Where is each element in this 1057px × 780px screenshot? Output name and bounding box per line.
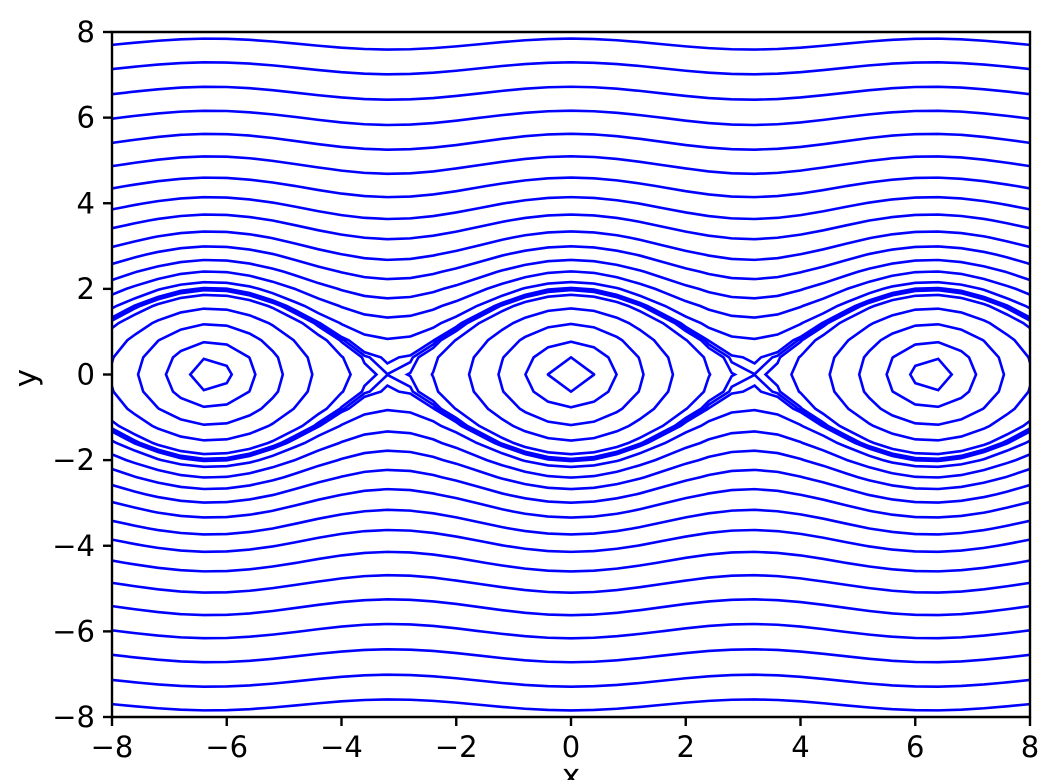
y-axis-ticks: −8 −6 −4 −2 0 2 4 6 8: [52, 15, 112, 734]
x-tick-label: 6: [906, 730, 924, 764]
y-tick-label: 6: [77, 101, 95, 135]
contour-line: [497, 322, 645, 427]
contour-line: [112, 647, 1030, 664]
x-tick-label: 8: [1021, 730, 1039, 764]
y-tick-label: 0: [77, 358, 95, 392]
x-tick-label: −6: [205, 730, 248, 764]
x-axis-ticks: −8 −6 −4 −2 0 2 4 6 8: [91, 717, 1039, 764]
contour-line: [112, 307, 314, 442]
contour-line: [112, 213, 1030, 241]
contour-line: [112, 37, 1030, 51]
contour-line: [112, 155, 1030, 176]
contour-line: [164, 340, 257, 409]
contour-line: [112, 487, 1030, 519]
contour-line: [112, 622, 1030, 640]
contour-line: [112, 85, 1030, 102]
contour-line: [828, 307, 1030, 442]
contour-lines-group: [112, 37, 1030, 712]
contour-line: [112, 383, 1030, 463]
y-tick-label: 8: [77, 15, 95, 49]
y-tick-label: −4: [52, 529, 95, 563]
contour-line: [112, 195, 1030, 221]
contour-line: [112, 468, 1030, 504]
contour-line: [112, 449, 1030, 491]
contour-line: [112, 408, 1030, 469]
contour-line: [112, 280, 1030, 341]
x-tick-label: 2: [677, 730, 695, 764]
x-tick-label: 0: [562, 730, 580, 764]
contour-line: [112, 270, 1030, 319]
contour-line: [112, 508, 1030, 536]
contour-line: [523, 340, 619, 409]
contour-line: [136, 322, 285, 427]
x-tick-label: −2: [435, 730, 478, 764]
contour-line: [112, 230, 1030, 262]
contour-line: [908, 357, 954, 392]
contour-line: [112, 430, 1030, 479]
y-tick-label: 2: [77, 272, 95, 306]
x-axis-label: x: [562, 758, 580, 780]
contour-line: [188, 357, 234, 392]
contour-line: [112, 245, 1030, 281]
contour-line: [857, 322, 1006, 427]
contour-line: [112, 286, 1030, 366]
contour-line: [112, 176, 1030, 199]
x-tick-label: −4: [320, 730, 363, 764]
contour-line: [112, 598, 1030, 617]
contour-line: [112, 528, 1030, 554]
y-tick-label: −6: [52, 614, 95, 648]
contour-line: [112, 573, 1030, 594]
y-tick-label: −8: [52, 700, 95, 734]
contour-line: [112, 109, 1030, 127]
contour-line: [112, 61, 1030, 76]
contour-line: [112, 698, 1030, 712]
contour-line: [112, 673, 1030, 688]
contour-line: [789, 293, 1030, 456]
contour-line: [430, 293, 712, 456]
contour-line: [112, 132, 1030, 151]
x-tick-label: 4: [791, 730, 809, 764]
contour-line: [112, 258, 1030, 300]
y-tick-label: 4: [77, 186, 95, 220]
y-axis-label: y: [8, 369, 44, 387]
contour-line: [546, 355, 596, 394]
x-tick-label: −8: [91, 730, 134, 764]
contour-line: [467, 307, 675, 442]
y-tick-label: −2: [52, 443, 95, 477]
contour-line: [112, 293, 353, 456]
contour-line: [885, 340, 978, 409]
contour-line: [112, 550, 1030, 573]
